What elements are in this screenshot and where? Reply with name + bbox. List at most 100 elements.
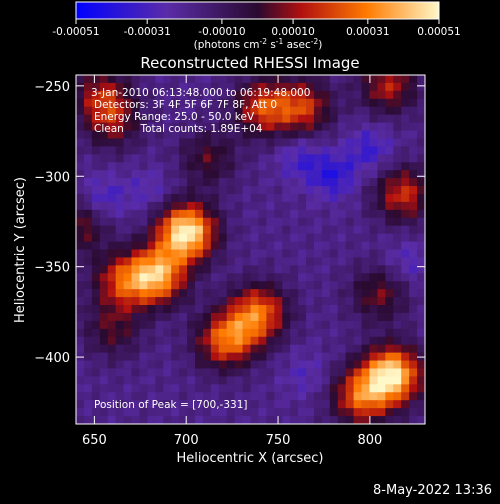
heatmap-cell [107,265,117,274]
heatmap-cell [123,114,133,124]
heatmap-cell [385,352,394,362]
heatmap-cell [131,344,141,354]
heatmap-cell [258,193,267,203]
heatmap-cell [202,217,212,227]
heatmap-cell [385,249,394,259]
heatmap-cell [194,130,204,140]
heatmap-cell [123,82,133,92]
heatmap-cell [187,257,196,266]
heatmap-cell [417,178,425,187]
heatmap-cell [226,75,236,84]
heatmap-cell [337,146,347,155]
heatmap-cell [298,368,307,378]
heatmap-cell [353,122,363,132]
heatmap-cell [115,289,125,298]
heatmap-cell [99,162,109,171]
heatmap-cell [187,122,196,132]
heatmap-cell [91,320,101,330]
heatmap-cell [194,154,204,163]
heatmap-cell [298,416,307,424]
heatmap-cell [250,138,260,147]
heatmap-cell [123,408,133,417]
heatmap-cell [417,82,425,92]
heatmap-cell [123,336,133,346]
heatmap-cell [202,249,212,259]
heatmap-cell [123,257,133,266]
heatmap-cell [290,360,299,370]
heatmap-cell [274,416,283,424]
heatmap-cell [337,273,347,282]
heatmap-cell [171,209,180,219]
heatmap-cell [115,106,125,116]
annotation-time-range: 3-Jan-2010 06:13:48.000 to 06:19:48.000 [91,87,310,99]
heatmap-cell [282,273,291,282]
heatmap-cell [131,416,141,424]
heatmap-cell [187,233,196,243]
heatmap-cell [385,392,394,401]
heatmap-cell [210,138,220,147]
heatmap-cell [131,162,141,171]
heatmap-cell [313,320,323,330]
heatmap-cell [353,186,363,195]
heatmap-cell [202,170,212,179]
heatmap-cell [91,178,101,187]
heatmap-cell [258,305,267,314]
heatmap-cell [194,75,204,84]
heatmap-cell [99,305,109,314]
heatmap-cell [210,130,220,140]
heatmap-cell [385,360,394,370]
heatmap-cell [417,241,425,251]
heatmap-cell [290,305,299,314]
heatmap-cell [210,75,220,84]
heatmap-cell [298,281,307,290]
heatmap-cell [226,98,236,108]
annotation-clean-counts: Clean Total counts: 1.89E+04 [94,123,263,135]
heatmap-cell [329,186,339,195]
heatmap-cell [226,193,236,203]
heatmap-cell [234,384,244,393]
heatmap-cell [76,122,85,132]
heatmap-cell [202,360,212,370]
heatmap-cell [393,114,402,124]
heatmap-cell [218,265,228,274]
heatmap-cell [274,233,283,243]
heatmap-cell [91,106,101,116]
heatmap-cell [290,178,299,187]
heatmap-cell [218,400,228,409]
heatmap-cell [393,193,402,203]
heatmap-cell [417,249,425,259]
heatmap-cell [290,170,299,179]
heatmap-cell [337,281,347,290]
heatmap-cell [210,281,220,290]
heatmap-cell [401,384,410,393]
heatmap-cell [171,320,180,330]
heatmap-cell [139,400,148,409]
heatmap-cell [385,146,394,155]
heatmap-cell [147,289,156,298]
heatmap-cell [76,257,85,266]
heatmap-cell [83,392,93,401]
heatmap-cell [171,90,180,100]
heatmap-cell [298,170,307,179]
heatmap-cell [91,186,101,195]
heatmap-cell [306,384,315,393]
heatmap-cell [369,336,379,346]
heatmap-cell [282,328,291,338]
heatmap-cell [369,225,379,235]
heatmap-cell [234,193,244,203]
heatmap-cell [290,392,299,401]
heatmap-cell [290,162,299,171]
heatmap-cell [377,289,386,298]
heatmap-cell [385,400,394,409]
heatmap-cell [226,289,236,298]
heatmap-cell [345,241,355,251]
heatmap-cell [139,273,148,282]
heatmap-cell [393,368,402,378]
heatmap-cell [321,336,331,346]
heatmap-cell [409,336,418,346]
heatmap-cell [115,352,125,362]
colorbar-tick-label: 0.00010 [271,26,314,38]
heatmap-cell [163,209,172,219]
heatmap-cell [139,186,148,195]
